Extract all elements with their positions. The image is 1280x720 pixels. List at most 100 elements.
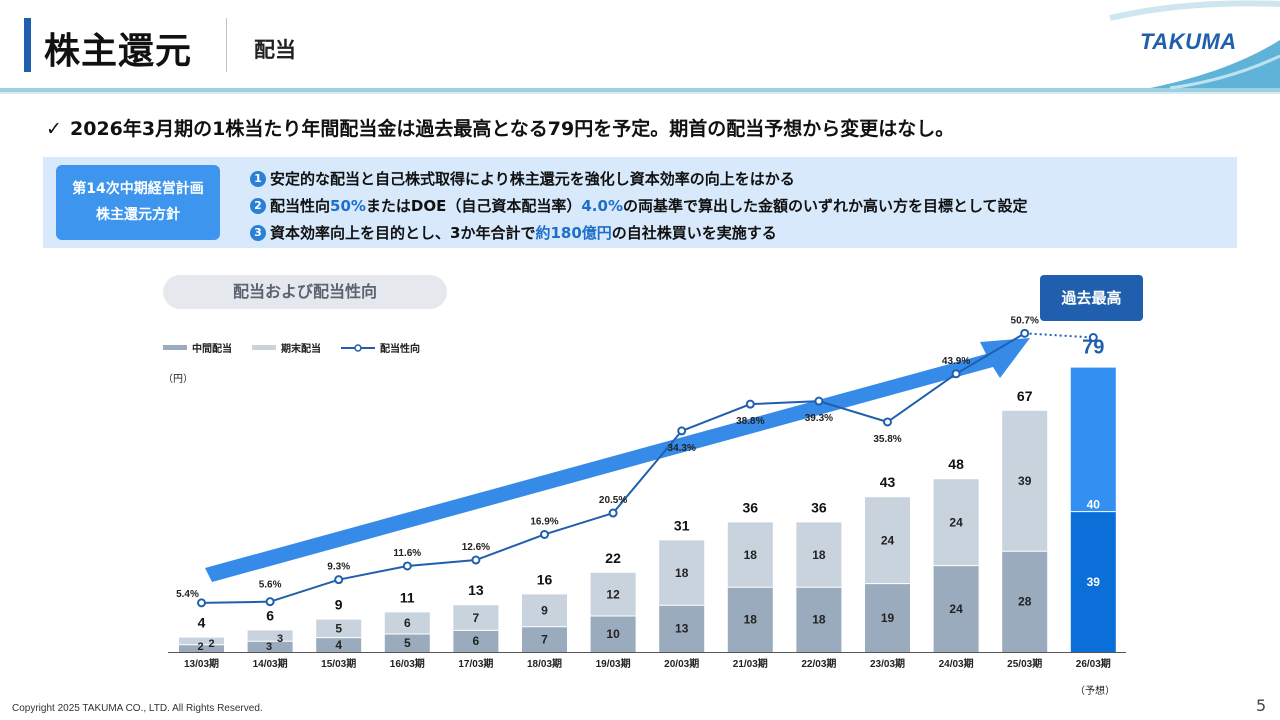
payout-ratio-label: 39.3%	[805, 413, 833, 424]
title-divider	[226, 18, 227, 72]
payout-ratio-label: 5.4%	[176, 589, 199, 600]
x-tick-label: 23/03期	[870, 657, 905, 670]
x-tick-label: 26/03期	[1076, 657, 1111, 670]
number-2-icon: 2	[250, 197, 266, 214]
x-tick-label: 14/03期	[253, 657, 288, 670]
bar-label-interim: 19	[881, 611, 895, 625]
page-title: 株主還元	[44, 31, 193, 72]
chart-legend: 中間配当 期末配当 配当性向	[163, 340, 440, 355]
payout-ratio-label: 50.7%	[1011, 315, 1039, 326]
policy-badge-line2: 株主還元方針	[96, 207, 180, 223]
bar-label-interim: 4	[335, 638, 342, 652]
x-tick-label: 13/03期	[184, 657, 219, 670]
payout-ratio-point	[883, 417, 892, 427]
policy-box	[43, 157, 1237, 248]
bar-label-final: 9	[541, 604, 548, 618]
policy-item-text: の両基準で算出した金額のいずれか高い方を目標として設定	[622, 197, 1028, 215]
bar-interim	[384, 634, 430, 652]
bar-interim	[933, 565, 979, 652]
x-tick-label: 20/03期	[664, 657, 699, 670]
bar-interim	[727, 587, 773, 652]
bar-label-interim: 3	[266, 641, 272, 653]
company-logo: TAKUMA	[1140, 29, 1237, 54]
bar-label-interim: 24	[949, 602, 963, 616]
legend-label: 期末配当	[281, 344, 321, 355]
bar-label-interim: 2	[197, 641, 203, 653]
bar-final	[796, 522, 842, 588]
x-tick-label: 19/03期	[596, 657, 631, 670]
x-tick-label: 25/03期	[1007, 657, 1042, 670]
bar-label-final: 18	[675, 566, 689, 580]
payout-ratio-point	[1088, 333, 1098, 342]
bar-total-label: 43	[880, 474, 896, 490]
bar-total-label: 36	[743, 499, 759, 515]
bar-total-label: 79	[1082, 337, 1104, 359]
bar-total-label: 16	[537, 571, 553, 587]
bar-final	[1070, 367, 1116, 512]
bar-label-interim: 28	[1018, 595, 1032, 609]
bar-interim	[1070, 511, 1116, 652]
bar-label-final: 40	[1087, 498, 1101, 512]
policy-item: 2 配当性向 50% またはDOE（自己資本配当率） 4.0% の両基準で算出した金額の…	[250, 192, 1028, 219]
legend-line-marker	[341, 343, 375, 352]
policy-item-text: またはDOE（自己資本配当率）	[365, 197, 582, 215]
bar-interim	[796, 587, 842, 652]
bar-label-final: 24	[949, 515, 963, 529]
bar-final	[384, 612, 430, 634]
payout-ratio-point	[951, 369, 961, 379]
x-tick-label: 16/03期	[390, 657, 425, 670]
bar-label-final: 5	[335, 622, 342, 636]
payout-ratio-label: 16.9%	[530, 516, 558, 527]
bar-label-final: 7	[473, 611, 480, 625]
payout-ratio-forecast-line	[1024, 332, 1094, 339]
legend-swatch-final	[252, 345, 276, 350]
bar-label-interim: 10	[606, 627, 620, 641]
chart-title-pill: 配当および配当性向	[163, 275, 447, 309]
bar-final	[590, 572, 636, 616]
title-accent-bar	[24, 18, 31, 72]
policy-item: 3 資本効率向上を目的とし、3か年合計で 約180億円 の自社株買いを実施する	[250, 219, 1028, 246]
forecast-footnote: （予想）	[1075, 686, 1115, 697]
bar-final	[933, 479, 979, 566]
payout-ratio-point	[265, 597, 275, 607]
bar-total-label: 9	[335, 597, 343, 613]
headline: ✓ 2026年3月期の1株当たり年間配当金は過去最高となる79円を予定。期首の配当…	[46, 114, 954, 141]
legend-item-final: 期末配当	[252, 340, 321, 355]
bar-final	[453, 605, 499, 631]
bar-label-interim: 18	[744, 613, 758, 627]
payout-ratio-label: 9.3%	[327, 562, 350, 573]
bar-label-interim: 18	[812, 613, 826, 627]
bar-interim	[179, 644, 224, 652]
bar-final	[316, 619, 362, 638]
x-tick-label: 18/03期	[527, 657, 562, 670]
legend-label: 中間配当	[192, 344, 232, 355]
bar-label-final: 6	[404, 616, 411, 630]
payout-ratio-label: 5.6%	[259, 580, 282, 591]
bar-final	[247, 630, 293, 642]
bar-label-final: 39	[1018, 474, 1032, 488]
x-tick-label: 22/03期	[801, 657, 836, 670]
number-1-icon: 1	[250, 170, 266, 187]
bar-label-interim: 6	[473, 634, 480, 648]
policy-item-text: 資本効率向上を目的とし、3か年合計で	[270, 224, 536, 242]
bar-interim	[247, 641, 293, 652]
payout-ratio-point	[608, 508, 618, 518]
bar-label-final: 18	[744, 548, 758, 562]
payout-ratio-label: 34.3%	[668, 443, 696, 454]
header-swoosh-decoration	[0, 0, 1280, 94]
bar-label-final: 24	[881, 533, 895, 547]
payout-ratio-point	[677, 426, 687, 436]
bar-final	[865, 497, 910, 584]
bar-total-label: 6	[266, 607, 274, 623]
page-number: 5	[1256, 696, 1267, 715]
x-tick-label: 15/03期	[321, 657, 356, 670]
payout-ratio-label: 11.6%	[393, 548, 421, 559]
payout-ratio-point	[334, 575, 344, 585]
bar-final	[522, 594, 567, 627]
bar-label-final: 18	[812, 548, 826, 562]
bar-final	[727, 522, 773, 588]
bar-total-label: 4	[198, 615, 206, 631]
policy-list: 1 安定的な配当と自己株式取得により株主還元を強化し資本効率の向上をはかる 2 …	[250, 165, 1028, 246]
bar-interim	[1002, 551, 1048, 652]
